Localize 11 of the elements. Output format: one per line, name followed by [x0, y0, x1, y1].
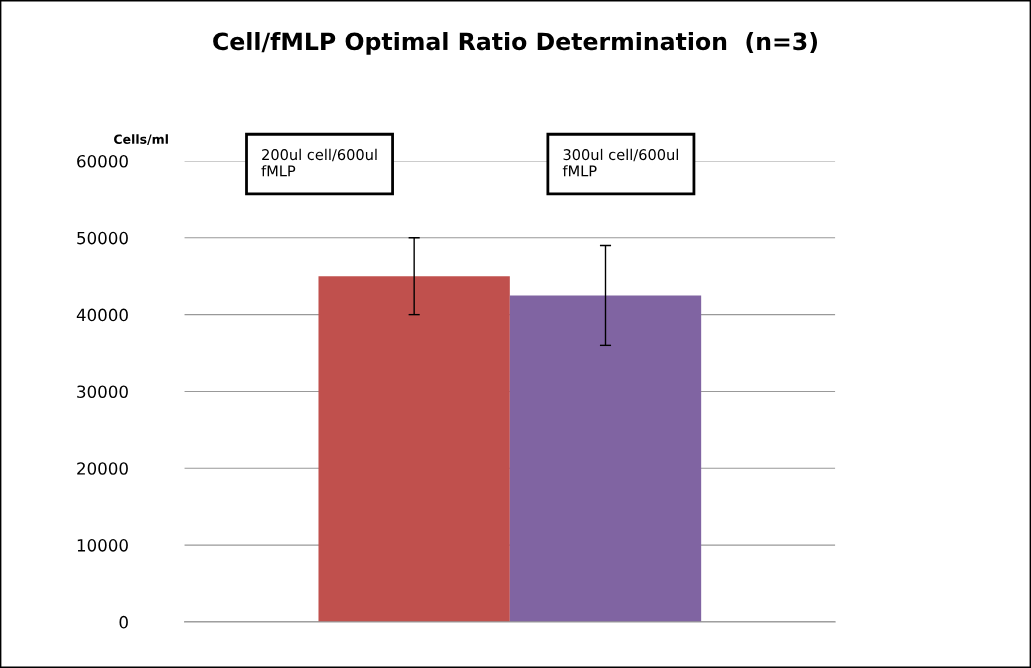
y-tick-label: 10000	[77, 539, 128, 552]
y-tick-label: 20000	[77, 462, 128, 475]
y-tick-label: 30000	[77, 385, 128, 399]
y-tick-label: 60000	[77, 154, 128, 168]
y-tick-label: 40000	[76, 308, 128, 322]
x-tick-label: 200ul cell/600ul fMLP	[261, 148, 377, 177]
chart-title: Cell/fMLP Optimal Ratio Determination (n=3)	[213, 31, 817, 55]
y-tick-label: 50000	[77, 231, 128, 245]
x-tick-label: 300ul cell/600ul fMLP	[562, 148, 678, 177]
y-axis-title: Cells/ml	[114, 134, 168, 145]
y-tick-label: 0	[119, 615, 128, 629]
